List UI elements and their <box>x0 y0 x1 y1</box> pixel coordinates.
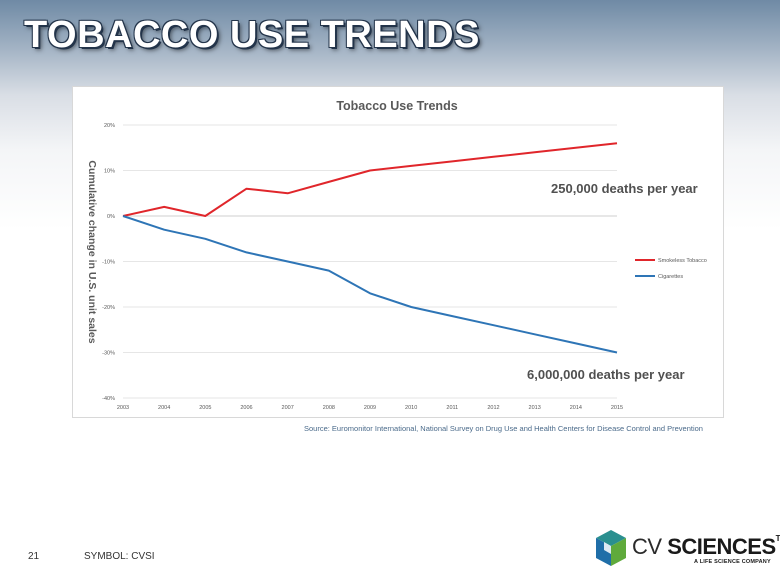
logo-wordmark: CV SCIENCESTM <box>632 534 780 560</box>
series-lines <box>122 142 618 354</box>
y-tick-label: 10% <box>104 169 115 175</box>
page-number: 21 <box>28 551 40 562</box>
x-tick-label: 2011 <box>446 405 458 411</box>
x-tick-label: 2013 <box>529 405 541 411</box>
y-tick-labels: 20% 10% 0% -10% -20% -30% -40% <box>102 123 115 402</box>
tobacco-use-trends-chart: Tobacco Use Trends Cumulative change in … <box>86 99 707 411</box>
series-line-smokeless-tobacco <box>122 142 618 217</box>
x-tick-label: 2014 <box>570 405 582 411</box>
source-citation: Source: Euromonitor International, Natio… <box>304 424 703 433</box>
logo-cv: CV <box>632 534 662 559</box>
chart-container: Tobacco Use Trends Cumulative change in … <box>72 86 724 418</box>
legend-label-smokeless-tobacco: Smokeless Tobacco <box>658 258 707 264</box>
y-tick-label: -20% <box>102 305 115 311</box>
x-tick-labels: 2003 2004 2005 2006 2007 2008 2009 2010 2011 2012… <box>117 405 623 411</box>
x-tick-label: 2004 <box>158 405 170 411</box>
logo-trademark: TM <box>775 534 780 543</box>
y-tick-label: 20% <box>104 123 115 129</box>
chart-title: Tobacco Use Trends <box>336 99 457 113</box>
series-line-cigarettes <box>122 215 618 354</box>
x-tick-label: 2003 <box>117 405 129 411</box>
x-tick-label: 2008 <box>323 405 335 411</box>
company-logo: CV SCIENCESTM A LIFE SCIENCE COMPANY <box>594 528 780 568</box>
slide-title: TOBACCO USE TRENDS <box>24 14 480 56</box>
stock-symbol: SYMBOL: CVSI <box>84 551 155 562</box>
x-tick-label: 2015 <box>611 405 623 411</box>
legend-label-cigarettes: Cigarettes <box>658 274 683 280</box>
x-tick-label: 2009 <box>364 405 376 411</box>
y-tick-label: -30% <box>102 351 115 357</box>
x-tick-label: 2007 <box>282 405 294 411</box>
x-tick-label: 2012 <box>487 405 499 411</box>
x-tick-label: 2010 <box>405 405 417 411</box>
y-tick-label: -40% <box>102 396 115 402</box>
logo-sciences: SCIENCES <box>667 534 776 559</box>
logo-tagline: A LIFE SCIENCE COMPANY <box>694 559 771 565</box>
cube-logo-icon <box>596 530 626 566</box>
x-tick-label: 2006 <box>240 405 252 411</box>
legend: Smokeless Tobacco Cigarettes <box>635 258 707 280</box>
x-tick-label: 2005 <box>199 405 211 411</box>
y-tick-label: 0% <box>107 214 115 220</box>
y-tick-label: -10% <box>102 260 115 266</box>
grid-lines <box>123 124 617 399</box>
smokeless-deaths-annotation: 250,000 deaths per year <box>551 181 698 196</box>
cigarette-deaths-annotation: 6,000,000 deaths per year <box>527 367 685 382</box>
y-axis-label: Cumulative change in U.S. unit sales <box>86 160 98 343</box>
